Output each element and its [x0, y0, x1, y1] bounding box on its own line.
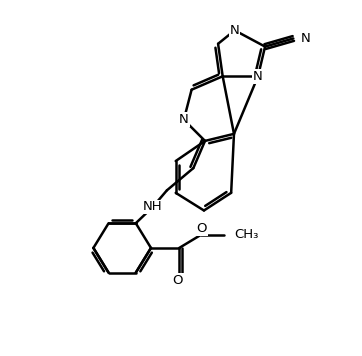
- Text: N: N: [300, 32, 310, 45]
- Text: NH: NH: [143, 200, 163, 214]
- Text: O: O: [172, 274, 183, 287]
- Text: O: O: [196, 222, 207, 235]
- Text: N: N: [179, 113, 189, 126]
- Text: N: N: [230, 24, 240, 37]
- Text: N: N: [253, 70, 263, 83]
- Text: CH₃: CH₃: [235, 228, 259, 241]
